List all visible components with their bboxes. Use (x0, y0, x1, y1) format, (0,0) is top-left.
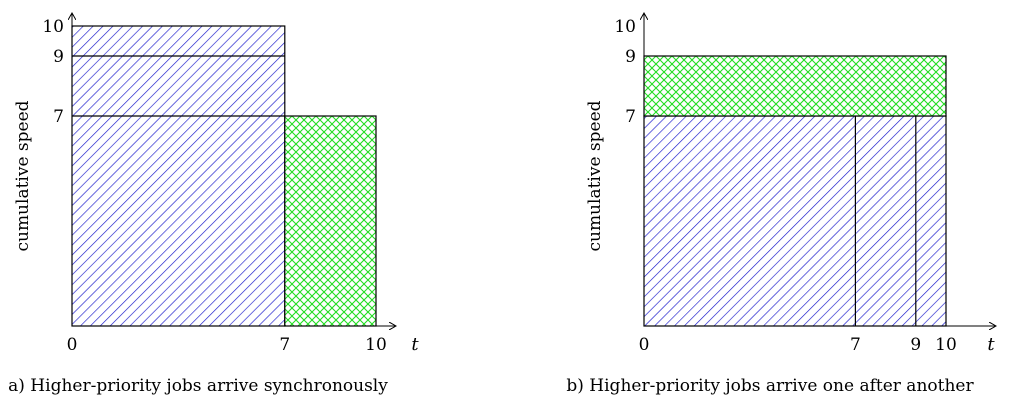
y-tick-label: 9 (53, 47, 64, 67)
x-tick-label: 10 (935, 335, 957, 355)
panel-b: 0 7 9 10 t 7 9 10 cumulative speed b) Higher-prio… (566, 14, 995, 396)
y-tick-label: 7 (53, 107, 64, 127)
region-blue-block (643, 115, 947, 327)
y-axis-label: cumulative speed (585, 100, 605, 251)
panel-a: 0 7 10 t 7 9 10 cumulative speed a) Higher-prior… (8, 14, 419, 396)
panel-caption: a) Higher-priority jobs arrive synchrono… (8, 376, 388, 396)
x-tick-label: 0 (67, 335, 78, 355)
y-tick-label: 9 (625, 47, 636, 67)
region-green-block (643, 55, 947, 117)
x-axis-variable: t (411, 334, 419, 355)
panel-caption: b) Higher-priority jobs arrive one after… (566, 376, 974, 396)
x-tick-label: 10 (365, 335, 387, 355)
x-tick-label: 0 (639, 335, 650, 355)
x-axis-variable: t (987, 334, 995, 355)
y-tick-label: 7 (625, 107, 636, 127)
region-green-block (284, 115, 377, 327)
region-blue-block-full (71, 25, 286, 327)
y-axis-label: cumulative speed (13, 100, 33, 251)
x-tick-label: 7 (279, 335, 290, 355)
y-tick-label: 10 (42, 17, 64, 37)
x-tick-label: 7 (850, 335, 861, 355)
y-tick-label: 10 (614, 17, 636, 37)
x-tick-label: 9 (910, 335, 921, 355)
